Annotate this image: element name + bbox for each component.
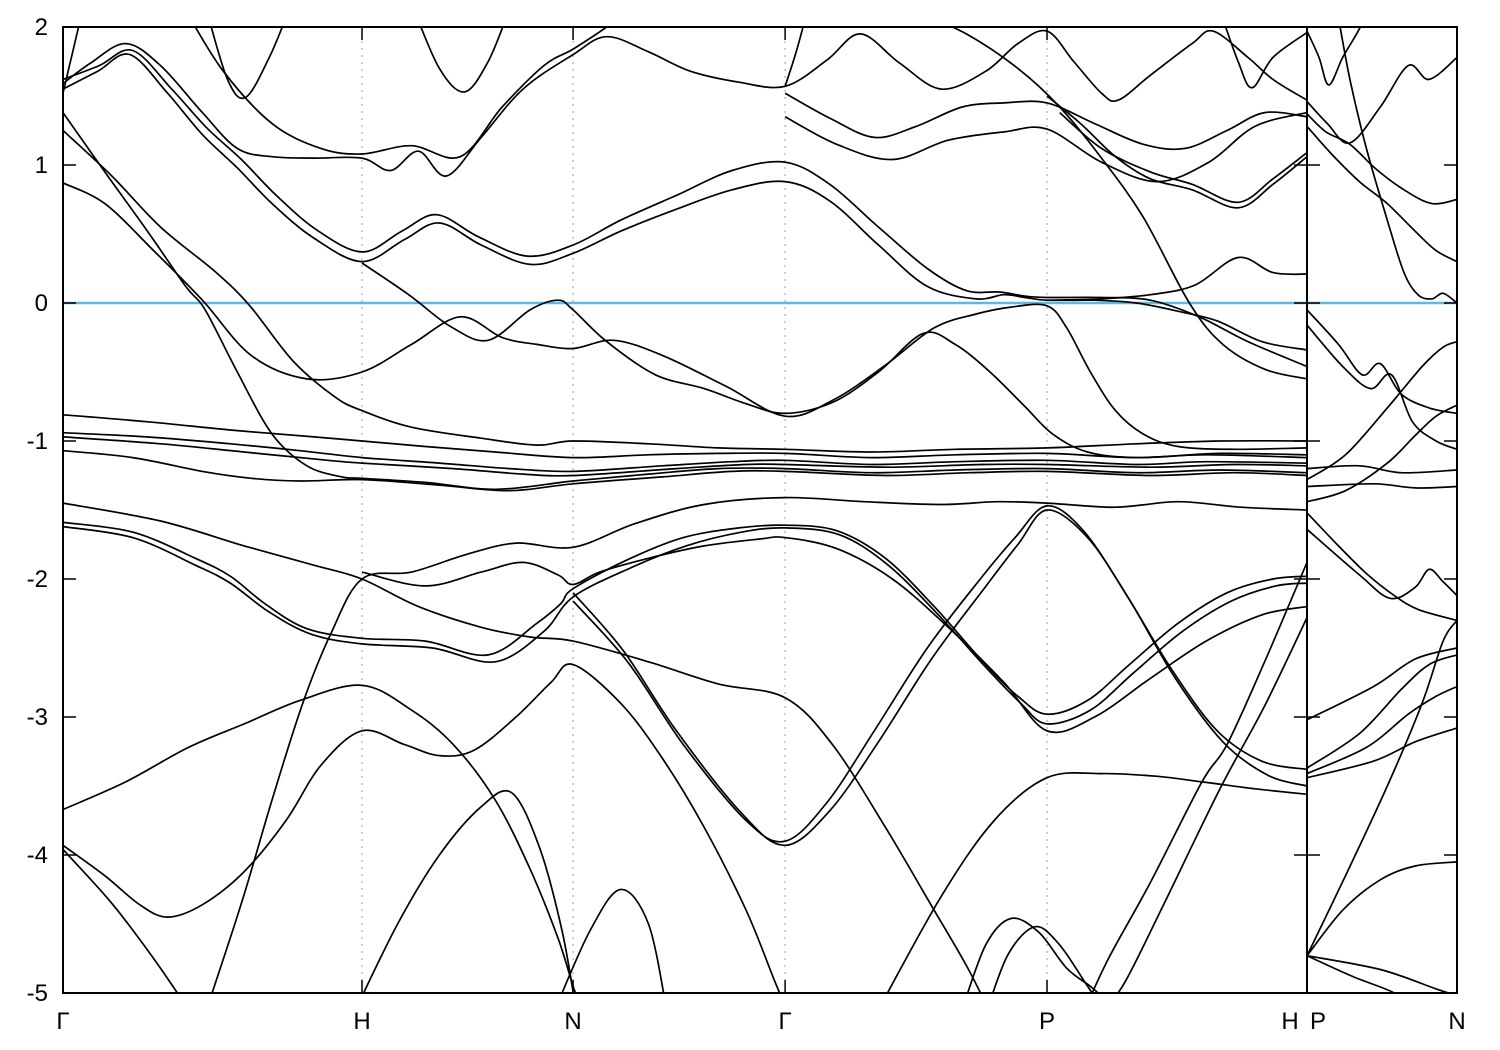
band-curve	[63, 848, 179, 993]
y-tick-label: -4	[27, 842, 48, 869]
k-point-label: H	[353, 1008, 370, 1035]
band-curve	[211, 496, 1308, 993]
band-curve	[1306, 654, 1457, 769]
y-tick-label: -1	[27, 428, 48, 455]
band-curve	[950, 27, 1308, 380]
y-tick-label: 2	[35, 14, 48, 41]
band-curve	[362, 789, 575, 993]
band-curve	[1306, 56, 1457, 145]
y-tick-label: -5	[27, 980, 48, 1007]
band-curve	[1306, 482, 1457, 489]
band-curve	[886, 771, 1308, 993]
y-tick-label: -3	[27, 704, 48, 731]
band-curve	[1306, 324, 1457, 451]
k-point-label: P	[1039, 1008, 1055, 1035]
band-curve	[1306, 113, 1457, 205]
band-curve	[1059, 111, 1308, 204]
k-point-label: N	[1448, 1008, 1465, 1035]
band-curve	[63, 449, 1308, 492]
band-curve	[1306, 619, 1457, 957]
band-curve	[561, 888, 665, 993]
band-curve	[420, 27, 504, 93]
band-curve	[1306, 954, 1396, 993]
band-curve	[1306, 512, 1457, 622]
band-curve	[966, 917, 1100, 993]
band-curve	[361, 262, 1308, 459]
band-curve	[1306, 464, 1457, 474]
band-curve	[1306, 685, 1457, 775]
band-curve	[1306, 954, 1452, 993]
k-point-label: Γ	[778, 1008, 791, 1035]
band-curve	[63, 521, 1308, 716]
band-curve	[784, 111, 1308, 183]
band-curve	[1339, 27, 1457, 304]
k-point-label: P	[1310, 1008, 1326, 1035]
band-curve	[63, 48, 1308, 368]
band-curve	[1306, 727, 1457, 779]
band-curve	[572, 505, 1308, 843]
band-curve	[63, 27, 80, 94]
band-curve	[63, 182, 1308, 451]
plot-frame	[62, 26, 1458, 994]
band-curve	[1091, 562, 1308, 993]
band-curve	[1306, 404, 1457, 503]
band-curve	[572, 509, 1308, 847]
y-tick-label: 1	[35, 152, 48, 179]
band-curve	[63, 525, 1308, 725]
band-curve	[1306, 861, 1457, 957]
y-tick-label: 0	[35, 290, 48, 317]
k-point-label: N	[564, 1008, 581, 1035]
band-curve	[63, 431, 1308, 473]
band-curve	[1046, 95, 1308, 209]
band-curve	[1117, 617, 1308, 993]
band-curve	[1306, 27, 1362, 86]
band-curve	[1224, 27, 1308, 89]
band-curve	[63, 112, 1308, 491]
band-curve	[1306, 340, 1457, 481]
band-curve	[194, 27, 609, 159]
band-curve	[63, 29, 1308, 177]
band-curve	[63, 684, 577, 993]
band-curve	[1306, 647, 1457, 721]
band-curve	[63, 663, 781, 993]
band-curve	[63, 53, 1308, 351]
band-curve	[63, 502, 982, 993]
band-curve	[63, 413, 1308, 459]
band-curve	[784, 27, 804, 87]
band-curve	[1306, 125, 1457, 263]
band-curve	[1306, 309, 1457, 415]
band-curve	[63, 129, 1308, 453]
band-curve	[784, 92, 1308, 151]
band-curve	[1306, 528, 1457, 600]
band-curve	[1046, 256, 1308, 302]
band-curve	[991, 925, 1094, 993]
k-point-label: Γ	[56, 1008, 69, 1035]
band-curve	[63, 436, 1308, 477]
band-curve	[210, 27, 284, 100]
k-point-label: H	[1281, 1008, 1298, 1035]
y-tick-label: -2	[27, 566, 48, 593]
band-curve	[361, 536, 1308, 734]
